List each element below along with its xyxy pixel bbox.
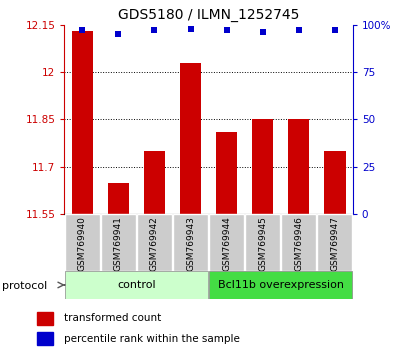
Bar [324,151,346,214]
Bar [37,312,53,325]
Bar [137,214,172,271]
Bar [209,214,244,271]
Bar [281,214,316,271]
Bar [107,183,129,214]
Bar [101,214,136,271]
Text: GSM769942: GSM769942 [150,216,159,270]
Bar [245,214,280,271]
Point [295,28,302,33]
Title: GDS5180 / ILMN_1252745: GDS5180 / ILMN_1252745 [118,8,299,22]
Point [187,26,194,32]
Bar [216,132,237,214]
Text: GSM769944: GSM769944 [222,216,231,270]
Text: transformed count: transformed count [64,313,161,323]
Point [223,28,230,33]
Bar [71,31,93,214]
Text: percentile rank within the sample: percentile rank within the sample [64,333,240,343]
Text: GSM769943: GSM769943 [186,216,195,271]
Bar [144,151,165,214]
Bar [209,271,352,299]
Text: GSM769946: GSM769946 [294,216,303,271]
Point [115,32,122,37]
Bar [65,271,208,299]
Bar [173,214,208,271]
Bar [288,120,310,214]
Text: GSM769945: GSM769945 [258,216,267,271]
Bar [180,63,201,214]
Point [259,29,266,35]
Text: control: control [117,280,156,290]
Bar [317,214,352,271]
Point [151,28,158,33]
Text: protocol: protocol [2,281,47,291]
Bar [37,332,53,345]
Text: GSM769947: GSM769947 [330,216,339,271]
Bar [252,120,273,214]
Point [332,28,338,33]
Text: GSM769941: GSM769941 [114,216,123,271]
Text: GSM769940: GSM769940 [78,216,87,271]
Bar [65,214,100,271]
Point [79,28,85,33]
Text: Bcl11b overexpression: Bcl11b overexpression [217,280,344,290]
